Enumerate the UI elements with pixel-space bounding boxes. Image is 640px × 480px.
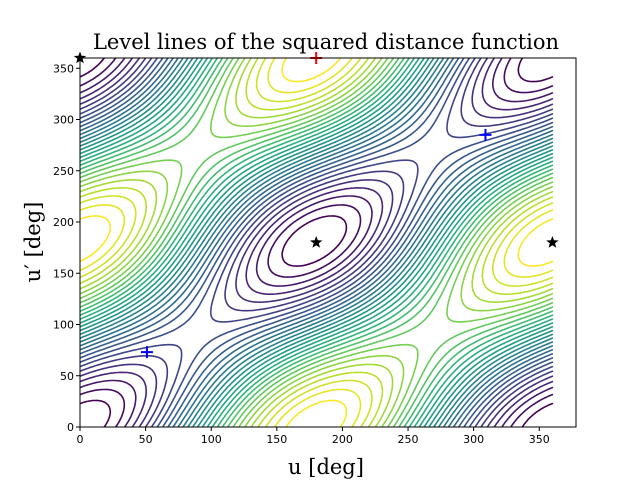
contour-level	[80, 58, 554, 427]
y-tick-label: 350	[53, 62, 74, 75]
x-tick-label: 200	[332, 433, 353, 446]
y-tick-label: 200	[53, 216, 74, 229]
contour-level	[80, 58, 554, 427]
y-tick-label: 300	[53, 114, 74, 127]
contour-level	[80, 58, 554, 427]
contour-level	[80, 58, 554, 427]
contour-level	[80, 58, 554, 427]
contour-level	[80, 58, 554, 427]
plot-frame	[79, 57, 577, 428]
y-axis-ticks: 0 50 100 150 200 250 300 350	[53, 62, 80, 434]
contour-level	[80, 58, 554, 427]
star-marker	[73, 51, 87, 64]
plus-marker	[140, 346, 153, 359]
contour-level	[80, 58, 554, 427]
contour-level	[80, 58, 554, 427]
contour-level	[80, 58, 554, 427]
contour-level	[80, 58, 554, 427]
contour-level	[80, 58, 554, 427]
contour-level	[80, 58, 554, 427]
chart-title: Level lines of the squared distance func…	[93, 30, 559, 54]
x-tick-label: 250	[398, 433, 419, 446]
y-tick-label: 50	[60, 370, 74, 383]
contour-level	[80, 58, 554, 427]
x-axis-label: u [deg]	[288, 455, 364, 479]
contour-level	[80, 58, 554, 427]
y-tick-label: 250	[53, 165, 74, 178]
x-tick-label: 0	[77, 433, 84, 446]
y-axis-label: u′ [deg]	[21, 202, 45, 283]
x-tick-label: 100	[201, 433, 222, 446]
x-tick-label: 150	[266, 433, 287, 446]
x-tick-label: 50	[139, 433, 153, 446]
contour-lines	[80, 58, 554, 427]
contour-level	[80, 58, 554, 427]
contour-level	[80, 58, 554, 427]
contour-level	[80, 58, 554, 427]
contour-level	[80, 58, 554, 427]
y-tick-label: 100	[53, 319, 74, 332]
contour-level	[80, 58, 554, 427]
plus-marker	[479, 128, 492, 141]
x-tick-label: 350	[529, 433, 550, 446]
x-tick-label: 300	[463, 433, 484, 446]
x-axis-ticks: 0 50 100 150 200 250 300 350	[77, 427, 550, 446]
y-tick-label: 0	[67, 421, 74, 434]
star-marker	[546, 236, 559, 248]
contour-level	[80, 58, 554, 427]
y-tick-label: 150	[53, 267, 74, 280]
star-marker	[310, 236, 323, 248]
